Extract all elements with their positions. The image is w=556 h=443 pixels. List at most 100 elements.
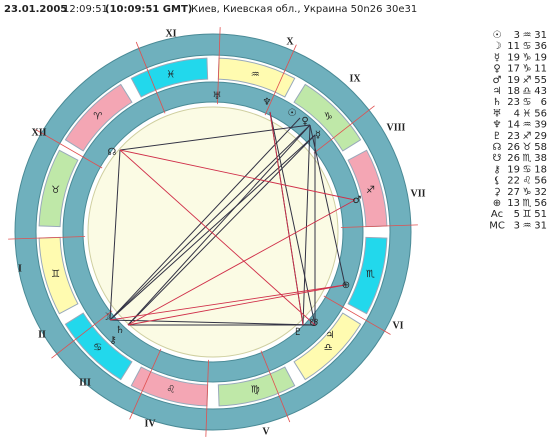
list-sign: ♑ bbox=[523, 64, 532, 75]
house-label: XII bbox=[31, 127, 46, 138]
gmt: (10:09:51 GMT) bbox=[105, 4, 192, 15]
aspect-line bbox=[269, 111, 316, 326]
house-label: II bbox=[38, 329, 46, 340]
sign-cell bbox=[293, 312, 362, 381]
aspect-line bbox=[119, 149, 356, 201]
aspect-line bbox=[127, 284, 346, 326]
list-sign: ♊ bbox=[523, 209, 532, 220]
sign-glyph: ♉ bbox=[51, 185, 60, 196]
house-label: IX bbox=[349, 73, 361, 84]
aspect-line bbox=[269, 111, 304, 326]
planet-glyph: ⊕ bbox=[342, 280, 350, 291]
list-degree: 26 bbox=[507, 142, 520, 153]
house-cusp bbox=[8, 236, 86, 240]
aspect-line bbox=[109, 117, 301, 321]
house-label: V bbox=[262, 426, 270, 437]
house-cusp bbox=[260, 350, 291, 423]
list-minute: 39 bbox=[534, 120, 547, 131]
list-sign: ♋ bbox=[523, 97, 532, 108]
sign-glyph: ♎ bbox=[324, 342, 333, 353]
list-degree: 11 bbox=[507, 41, 520, 52]
sign-glyph: ♒ bbox=[251, 70, 260, 81]
sign-glyph: ♏ bbox=[366, 269, 375, 280]
aspect-line bbox=[127, 134, 316, 326]
house-label: III bbox=[79, 377, 91, 388]
list-degree: 26 bbox=[507, 153, 520, 164]
list-sign: ♑ bbox=[523, 52, 532, 63]
list-symbol: ♂ bbox=[493, 75, 502, 86]
list-sign: ♐ bbox=[523, 75, 532, 86]
list-symbol: ☽ bbox=[493, 41, 502, 52]
list-symbol: ⚳ bbox=[493, 187, 500, 198]
house-label: VI bbox=[392, 320, 403, 331]
sign-glyph: ♐ bbox=[366, 185, 375, 196]
list-minute: 6 bbox=[541, 97, 547, 108]
planet-glyph: ☉ bbox=[288, 108, 297, 119]
house-cusp bbox=[135, 41, 166, 114]
house-label: XI bbox=[165, 28, 176, 39]
house-cusp bbox=[340, 224, 418, 228]
house-cusp bbox=[323, 295, 391, 335]
planet-glyph: ♀ bbox=[301, 116, 308, 127]
aspect-line bbox=[309, 124, 346, 286]
house-cusp bbox=[205, 359, 209, 437]
list-symbol: ♅ bbox=[493, 108, 502, 119]
list-symbol: ♄ bbox=[493, 97, 502, 108]
sign-cell bbox=[64, 312, 133, 381]
house-cusp bbox=[51, 310, 113, 359]
list-degree: 17 bbox=[507, 64, 520, 75]
list-minute: 58 bbox=[534, 142, 547, 153]
planet-glyph: ⚷ bbox=[109, 335, 116, 346]
list-symbol: ♇ bbox=[493, 131, 502, 142]
list-symbol: ☉ bbox=[493, 30, 502, 41]
aspect-line bbox=[109, 134, 316, 321]
list-sign: ♑ bbox=[523, 187, 532, 198]
list-degree: 3 bbox=[514, 30, 520, 41]
list-degree: 4 bbox=[514, 108, 520, 119]
list-symbol: MC bbox=[489, 220, 505, 231]
sign-cell bbox=[64, 83, 133, 152]
wheel: ♈♉♊♋♌ ♍♎♏♐♑♒♓IIIIIIIVVVIVIIVIIIIXXXIXII♅♆… bbox=[8, 27, 426, 437]
house-label: I bbox=[18, 263, 22, 274]
house-cusp bbox=[35, 129, 103, 169]
list-sign: ♎ bbox=[523, 86, 532, 97]
list-degree: 27 bbox=[507, 187, 520, 198]
list-minute: 18 bbox=[534, 164, 547, 175]
house-cusp bbox=[313, 105, 375, 154]
list-minute: 32 bbox=[534, 187, 547, 198]
list-symbol: ☿ bbox=[494, 52, 500, 63]
list-sign: ♒ bbox=[523, 120, 532, 131]
list-sign: ♌ bbox=[523, 176, 532, 187]
house-label: X bbox=[286, 36, 294, 47]
sign-cell bbox=[38, 149, 79, 228]
list-degree: 14 bbox=[507, 120, 520, 131]
list-symbol: ♆ bbox=[493, 120, 502, 131]
sign-glyph: ♑ bbox=[324, 112, 333, 123]
list-minute: 43 bbox=[534, 86, 547, 97]
sign-cell bbox=[217, 366, 296, 407]
list-minute: 31 bbox=[534, 30, 547, 41]
list-minute: 55 bbox=[534, 75, 547, 86]
list-sign: ♏ bbox=[523, 153, 532, 164]
list-minute: 56 bbox=[534, 198, 547, 209]
house-cusp bbox=[217, 27, 221, 105]
list-degree: 5 bbox=[514, 209, 520, 220]
planet-glyph: ☊ bbox=[108, 147, 117, 158]
sign-cell bbox=[130, 57, 209, 98]
list-sign: ♋ bbox=[523, 41, 532, 52]
list-minute: 19 bbox=[534, 52, 547, 63]
list-symbol: ☋ bbox=[493, 153, 502, 164]
aspect-line bbox=[302, 124, 311, 326]
house-cusp bbox=[264, 44, 297, 116]
list-symbol: ⚷ bbox=[493, 164, 500, 175]
time: 12:09:51 bbox=[63, 4, 108, 15]
list-minute: 51 bbox=[534, 209, 547, 220]
list-symbol: ⊕ bbox=[493, 198, 501, 209]
list-degree: 23 bbox=[507, 97, 520, 108]
list-degree: 19 bbox=[507, 75, 520, 86]
list-minute: 31 bbox=[534, 220, 547, 231]
list-minute: 56 bbox=[534, 176, 547, 187]
aspect-line bbox=[109, 149, 121, 321]
list-symbol: ♀ bbox=[493, 64, 500, 75]
